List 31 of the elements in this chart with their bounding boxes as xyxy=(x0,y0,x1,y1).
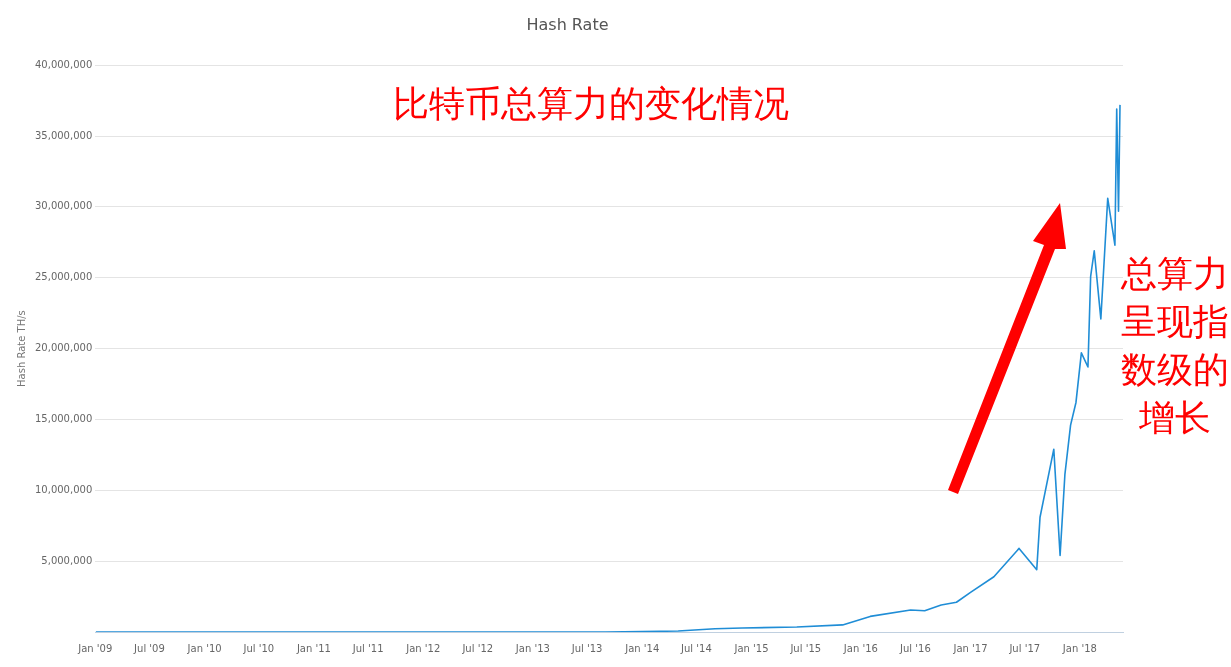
y-tick-label: 25,000,000 xyxy=(34,271,93,283)
annotation: 比特币总算力的变化情况 xyxy=(393,82,789,126)
x-tick-label: Jan '14 xyxy=(624,642,660,654)
x-tick-label: Jul '12 xyxy=(461,642,494,654)
x-tick-label: Jul '13 xyxy=(570,642,603,654)
x-tick-label: Jul '10 xyxy=(242,642,275,654)
y-tick-label: 40,000,000 xyxy=(34,58,93,70)
x-tick-label: Jan '13 xyxy=(514,642,550,654)
x-tick-label: Jul '11 xyxy=(351,642,384,654)
x-tick-label: Jan '18 xyxy=(1061,642,1097,654)
x-tick-label: Jul '17 xyxy=(1008,642,1041,654)
y-tick-label: 35,000,000 xyxy=(34,129,93,141)
y-tick-label: 10,000,000 xyxy=(34,483,93,495)
y-tick-label: 20,000,000 xyxy=(34,342,93,354)
y-tick-label: 5,000,000 xyxy=(41,554,93,566)
x-tick-label: Jan '10 xyxy=(186,642,222,654)
x-tick-label: Jan '11 xyxy=(295,642,331,654)
x-tick-label: Jul '15 xyxy=(789,642,822,654)
x-tick-label: Jul '09 xyxy=(133,642,165,654)
x-tick-label: Jan '12 xyxy=(405,642,441,654)
x-tick-label: Jul '14 xyxy=(680,642,712,654)
x-tick-label: Jan '16 xyxy=(842,642,878,654)
x-tick-label: Jan '09 xyxy=(77,642,113,654)
y-tick-label: 30,000,000 xyxy=(34,200,93,212)
x-tick-label: Jan '15 xyxy=(733,642,769,654)
chart-title: Hash Rate xyxy=(526,14,609,34)
y-axis-title: Hash Rate TH/s xyxy=(15,310,27,387)
y-tick-label: 15,000,000 xyxy=(34,413,93,425)
annotation: 总算力呈现指数级的增长 xyxy=(1120,252,1230,440)
x-tick-label: Jan '17 xyxy=(952,642,988,654)
x-tick-label: Jul '16 xyxy=(899,642,931,654)
